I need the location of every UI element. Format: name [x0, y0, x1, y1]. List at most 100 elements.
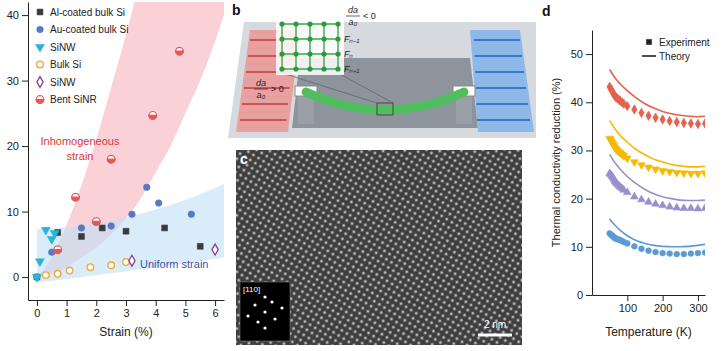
x-axis-tick-mark — [698, 295, 699, 301]
data-point — [687, 171, 695, 178]
x-axis-tick-label: 300 — [689, 302, 707, 314]
heater-line — [242, 103, 288, 105]
zoom-line — [338, 73, 393, 103]
x-axis-title: Strain (%) — [99, 325, 152, 339]
y-axis-tick-label: 30 — [571, 144, 583, 156]
lattice-atom — [321, 51, 326, 56]
lattice-atom — [307, 66, 312, 71]
theory-line — [610, 219, 705, 247]
scale-bar — [478, 334, 512, 337]
data-point — [659, 201, 667, 208]
legend: ExperimentTheory — [642, 37, 710, 62]
data-point — [99, 225, 105, 231]
y-axis-title: Thermal conductivity reduction (%) — [550, 78, 562, 247]
diffraction-spot — [256, 320, 259, 323]
x-axis-tick-label: 100 — [619, 302, 637, 314]
theory-line — [610, 121, 705, 167]
data-point — [72, 197, 80, 201]
diffraction-spot — [263, 310, 266, 313]
data-point — [79, 234, 85, 240]
data-point — [673, 170, 681, 177]
y-axis-tick-label: 10 — [571, 241, 583, 253]
x-axis: 0123456 — [29, 300, 225, 319]
data-point — [694, 171, 702, 178]
y-axis-tick-label: 10 — [7, 206, 19, 218]
x-axis-tick-label: 3 — [123, 307, 129, 319]
data-point — [701, 204, 705, 211]
data-point — [638, 163, 646, 170]
plot-area — [32, 2, 224, 282]
y-axis-tick-mark — [22, 212, 28, 213]
x-axis-tick: 300 — [689, 295, 707, 314]
diffraction-spot — [263, 295, 266, 298]
inset-label: [110] — [243, 285, 260, 294]
lattice-atom — [335, 36, 340, 41]
data-point — [188, 211, 195, 218]
legend-label: Bulk Si — [50, 59, 81, 70]
legend-marker — [37, 77, 43, 88]
heater-line — [240, 119, 287, 121]
lattice-bond — [323, 24, 324, 69]
data-point — [666, 202, 674, 209]
lattice-atom — [307, 36, 312, 41]
legend-marker — [36, 96, 44, 104]
inset-bg — [276, 18, 344, 75]
lattice-atom — [307, 21, 312, 26]
data-point — [93, 221, 101, 225]
x-axis-tick-mark — [96, 300, 97, 306]
data-point — [108, 262, 115, 269]
force-label: Fₙ₊₁ — [344, 64, 359, 74]
data-point — [623, 156, 631, 163]
zoom-line — [282, 73, 377, 103]
scale-bar-label: 2 nm — [484, 319, 506, 330]
data-point — [129, 255, 135, 266]
annotation: Inhomogeneous — [41, 135, 120, 147]
data-point — [674, 117, 679, 126]
panel-c: [110]2 nmc — [236, 150, 522, 345]
legend-label: Theory — [659, 51, 690, 62]
legend-marker — [37, 61, 44, 68]
data-point — [41, 227, 50, 235]
data-point — [107, 159, 115, 163]
data-point — [108, 223, 115, 230]
strain-relation: < 0 — [363, 11, 376, 21]
data-point — [43, 272, 50, 279]
x-axis-line — [593, 295, 706, 296]
lattice-atom — [293, 66, 298, 71]
y-axis-tick-mark — [586, 150, 592, 151]
data-point — [688, 251, 694, 257]
data-point — [123, 259, 130, 266]
y-axis-tick-mark — [586, 199, 592, 200]
data-point — [212, 244, 218, 255]
data-point — [687, 204, 695, 211]
lattice-atom — [321, 66, 326, 71]
data-point — [72, 193, 80, 201]
data-point — [639, 108, 644, 117]
data-point — [660, 115, 665, 124]
data-point — [631, 243, 637, 249]
lattice-atom — [279, 36, 284, 41]
x-axis-tick: 3 — [123, 300, 129, 319]
legend-marker — [37, 9, 43, 15]
x-axis-tick-mark — [663, 295, 664, 301]
data-point — [702, 119, 705, 128]
y-axis-line — [28, 3, 29, 301]
sensor-line — [474, 39, 520, 41]
data-point — [176, 47, 184, 55]
data-point — [631, 192, 639, 199]
data-point — [35, 259, 44, 267]
x-axis-tick-mark — [185, 300, 186, 306]
y-axis-tick-mark — [586, 295, 592, 296]
data-point — [681, 118, 686, 127]
x-axis-tick-mark — [215, 300, 216, 306]
x-axis-title: Temperature (K) — [605, 325, 692, 339]
legend-label: SiNW — [50, 77, 76, 88]
lattice-atom — [279, 66, 284, 71]
y-axis-tick: 20 — [571, 193, 592, 205]
y-axis-tick: 40 — [571, 96, 592, 108]
legend: Al-coated bulk SiAu-coated bulk SiSiNWBu… — [36, 7, 129, 106]
y-axis-tick-label: 50 — [571, 48, 583, 60]
y-axis-tick: 50 — [571, 48, 592, 60]
panel-b: daa₀< 0daa₀> 0Fₙ₋₁FₙFₙ₊₁b — [228, 2, 536, 138]
legend-label: Al-coated bulk Si — [50, 7, 125, 18]
